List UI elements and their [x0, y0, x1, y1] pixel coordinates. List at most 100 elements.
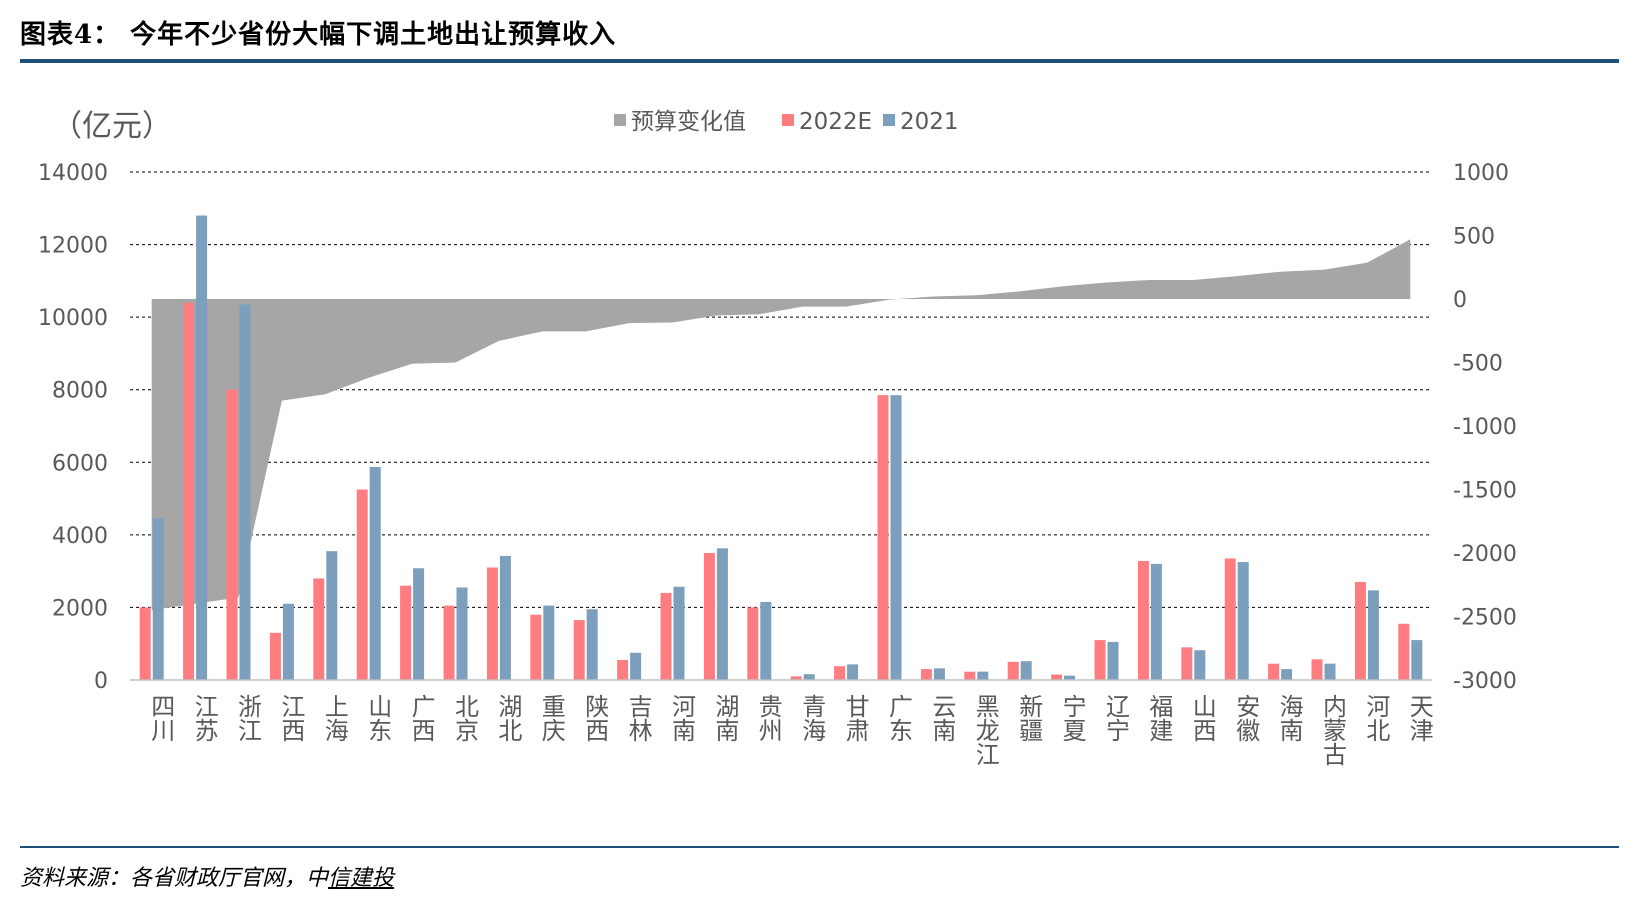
- y-left-tick-label: 0: [94, 669, 108, 694]
- title-divider: [20, 59, 1619, 63]
- x-category-label: 福建: [1145, 694, 1173, 742]
- x-category-label: 新疆: [1015, 694, 1043, 742]
- x-category-label: 四川: [147, 694, 175, 742]
- x-category-label: 浙江: [234, 694, 262, 742]
- x-category-label: 湖北: [494, 694, 522, 742]
- bar-2022E: [790, 676, 802, 680]
- x-category-label: 江西: [277, 694, 305, 742]
- y-left-tick-label: 6000: [52, 451, 108, 476]
- bar-2021: [1107, 641, 1119, 680]
- axis-layer: 02000400060008000100001200014000-3000-25…: [38, 161, 1517, 766]
- bar-2022E: [964, 671, 976, 680]
- legend-label: 2022E: [799, 109, 872, 135]
- bar-2022E: [877, 395, 889, 680]
- y-right-tick-label: -3000: [1453, 669, 1517, 694]
- bar-2021: [1064, 675, 1076, 680]
- bar-2021: [1411, 640, 1423, 680]
- x-category-label: 广西: [407, 694, 435, 742]
- y-left-tick-label: 14000: [38, 161, 108, 186]
- x-category-label: 广东: [885, 694, 913, 742]
- y-right-tick-label: -1500: [1453, 479, 1517, 504]
- bar-2021: [933, 668, 945, 680]
- x-category-label: 山西: [1188, 694, 1216, 742]
- y-right-tick-label: 1000: [1453, 161, 1509, 186]
- bar-2021: [1237, 562, 1249, 680]
- bar-2022E: [1007, 661, 1019, 680]
- y-left-tick-label: 12000: [38, 234, 108, 259]
- source-note-prefix: 资料来源：各省财政厅官网，中: [20, 866, 329, 891]
- x-category-label: 河南: [668, 694, 696, 742]
- legend: 预算变化值 2022E 2021: [614, 109, 959, 135]
- source-note-brand: 信建投: [328, 866, 395, 891]
- legend-swatch: [614, 114, 626, 126]
- y-right-tick-label: 500: [1453, 225, 1495, 250]
- bar-2021: [456, 587, 468, 680]
- bar-2021: [413, 568, 425, 680]
- bar-2022E: [400, 585, 412, 680]
- y-left-tick-label: 8000: [52, 379, 108, 404]
- unit-label: （亿元）: [52, 109, 172, 144]
- bar-2022E: [1268, 663, 1280, 680]
- footer-divider: [20, 846, 1619, 848]
- bar-2021: [847, 664, 859, 680]
- bar-2022E: [1094, 640, 1106, 680]
- bar-2021: [196, 215, 208, 681]
- bar-2021: [543, 605, 555, 680]
- y-right-tick-label: -500: [1453, 352, 1503, 377]
- bar-2021: [586, 609, 598, 680]
- x-category-label: 天津: [1405, 694, 1433, 742]
- bar-2022E: [703, 553, 715, 680]
- bar-2022E: [747, 607, 759, 680]
- x-category-label: 甘肃: [841, 694, 869, 742]
- bar-2022E: [486, 567, 498, 680]
- legend-swatch: [883, 114, 895, 126]
- bar-2021: [760, 601, 772, 680]
- bar-2021: [977, 671, 989, 680]
- x-category-label: 北京: [451, 694, 479, 742]
- bar-2022E: [1137, 560, 1149, 680]
- bar-2021: [239, 304, 251, 680]
- bar-2021: [1150, 563, 1162, 680]
- y-left-tick-label: 4000: [52, 524, 108, 549]
- x-category-label: 海南: [1275, 694, 1303, 742]
- x-category-label: 湖南: [711, 694, 739, 742]
- y-left-tick-label: 10000: [38, 306, 108, 331]
- bar-2021: [1324, 663, 1336, 680]
- legend-swatch: [782, 114, 794, 126]
- y-right-tick-label: -2500: [1453, 606, 1517, 631]
- bar-2022E: [834, 666, 846, 680]
- bar-2021: [803, 674, 815, 680]
- x-category-label: 江苏: [190, 694, 218, 742]
- bar-2021: [1194, 650, 1206, 680]
- x-category-label: 贵州: [754, 694, 782, 742]
- x-category-label: 陕西: [581, 694, 609, 742]
- bar-2022E: [443, 605, 455, 680]
- figure-title: 图表4： 今年不少省份大幅下调土地出让预算收入: [20, 20, 617, 50]
- y-right-tick-label: 0: [1453, 288, 1467, 313]
- series-area-budget-change: [151, 239, 1411, 611]
- x-category-label: 青海: [798, 694, 826, 742]
- bar-2022E: [1311, 659, 1323, 680]
- x-category-label: 宁夏: [1058, 694, 1086, 742]
- source-note: 资料来源：各省财政厅官网，中信建投: [20, 860, 394, 892]
- x-category-label: 山东: [364, 694, 392, 742]
- bar-2021: [1281, 669, 1293, 680]
- x-category-label: 河北: [1362, 694, 1390, 742]
- bar-2022E: [920, 669, 932, 680]
- x-category-label: 重庆: [537, 694, 565, 742]
- bar-2022E: [356, 489, 368, 680]
- bar-2022E: [313, 578, 325, 680]
- bar-2021: [369, 467, 381, 680]
- bar-2022E: [617, 660, 629, 680]
- bar-2021: [630, 652, 642, 680]
- bar-2021: [282, 603, 294, 680]
- y-right-tick-label: -1000: [1453, 415, 1517, 440]
- x-category-label: 内蒙古: [1319, 694, 1347, 766]
- bar-2022E: [226, 389, 238, 680]
- bar-2022E: [183, 302, 195, 680]
- bar-2022E: [530, 614, 542, 680]
- bar-2021: [890, 395, 902, 680]
- bar-2022E: [660, 592, 672, 680]
- bar-layer: [139, 215, 1423, 681]
- bar-2022E: [573, 620, 585, 680]
